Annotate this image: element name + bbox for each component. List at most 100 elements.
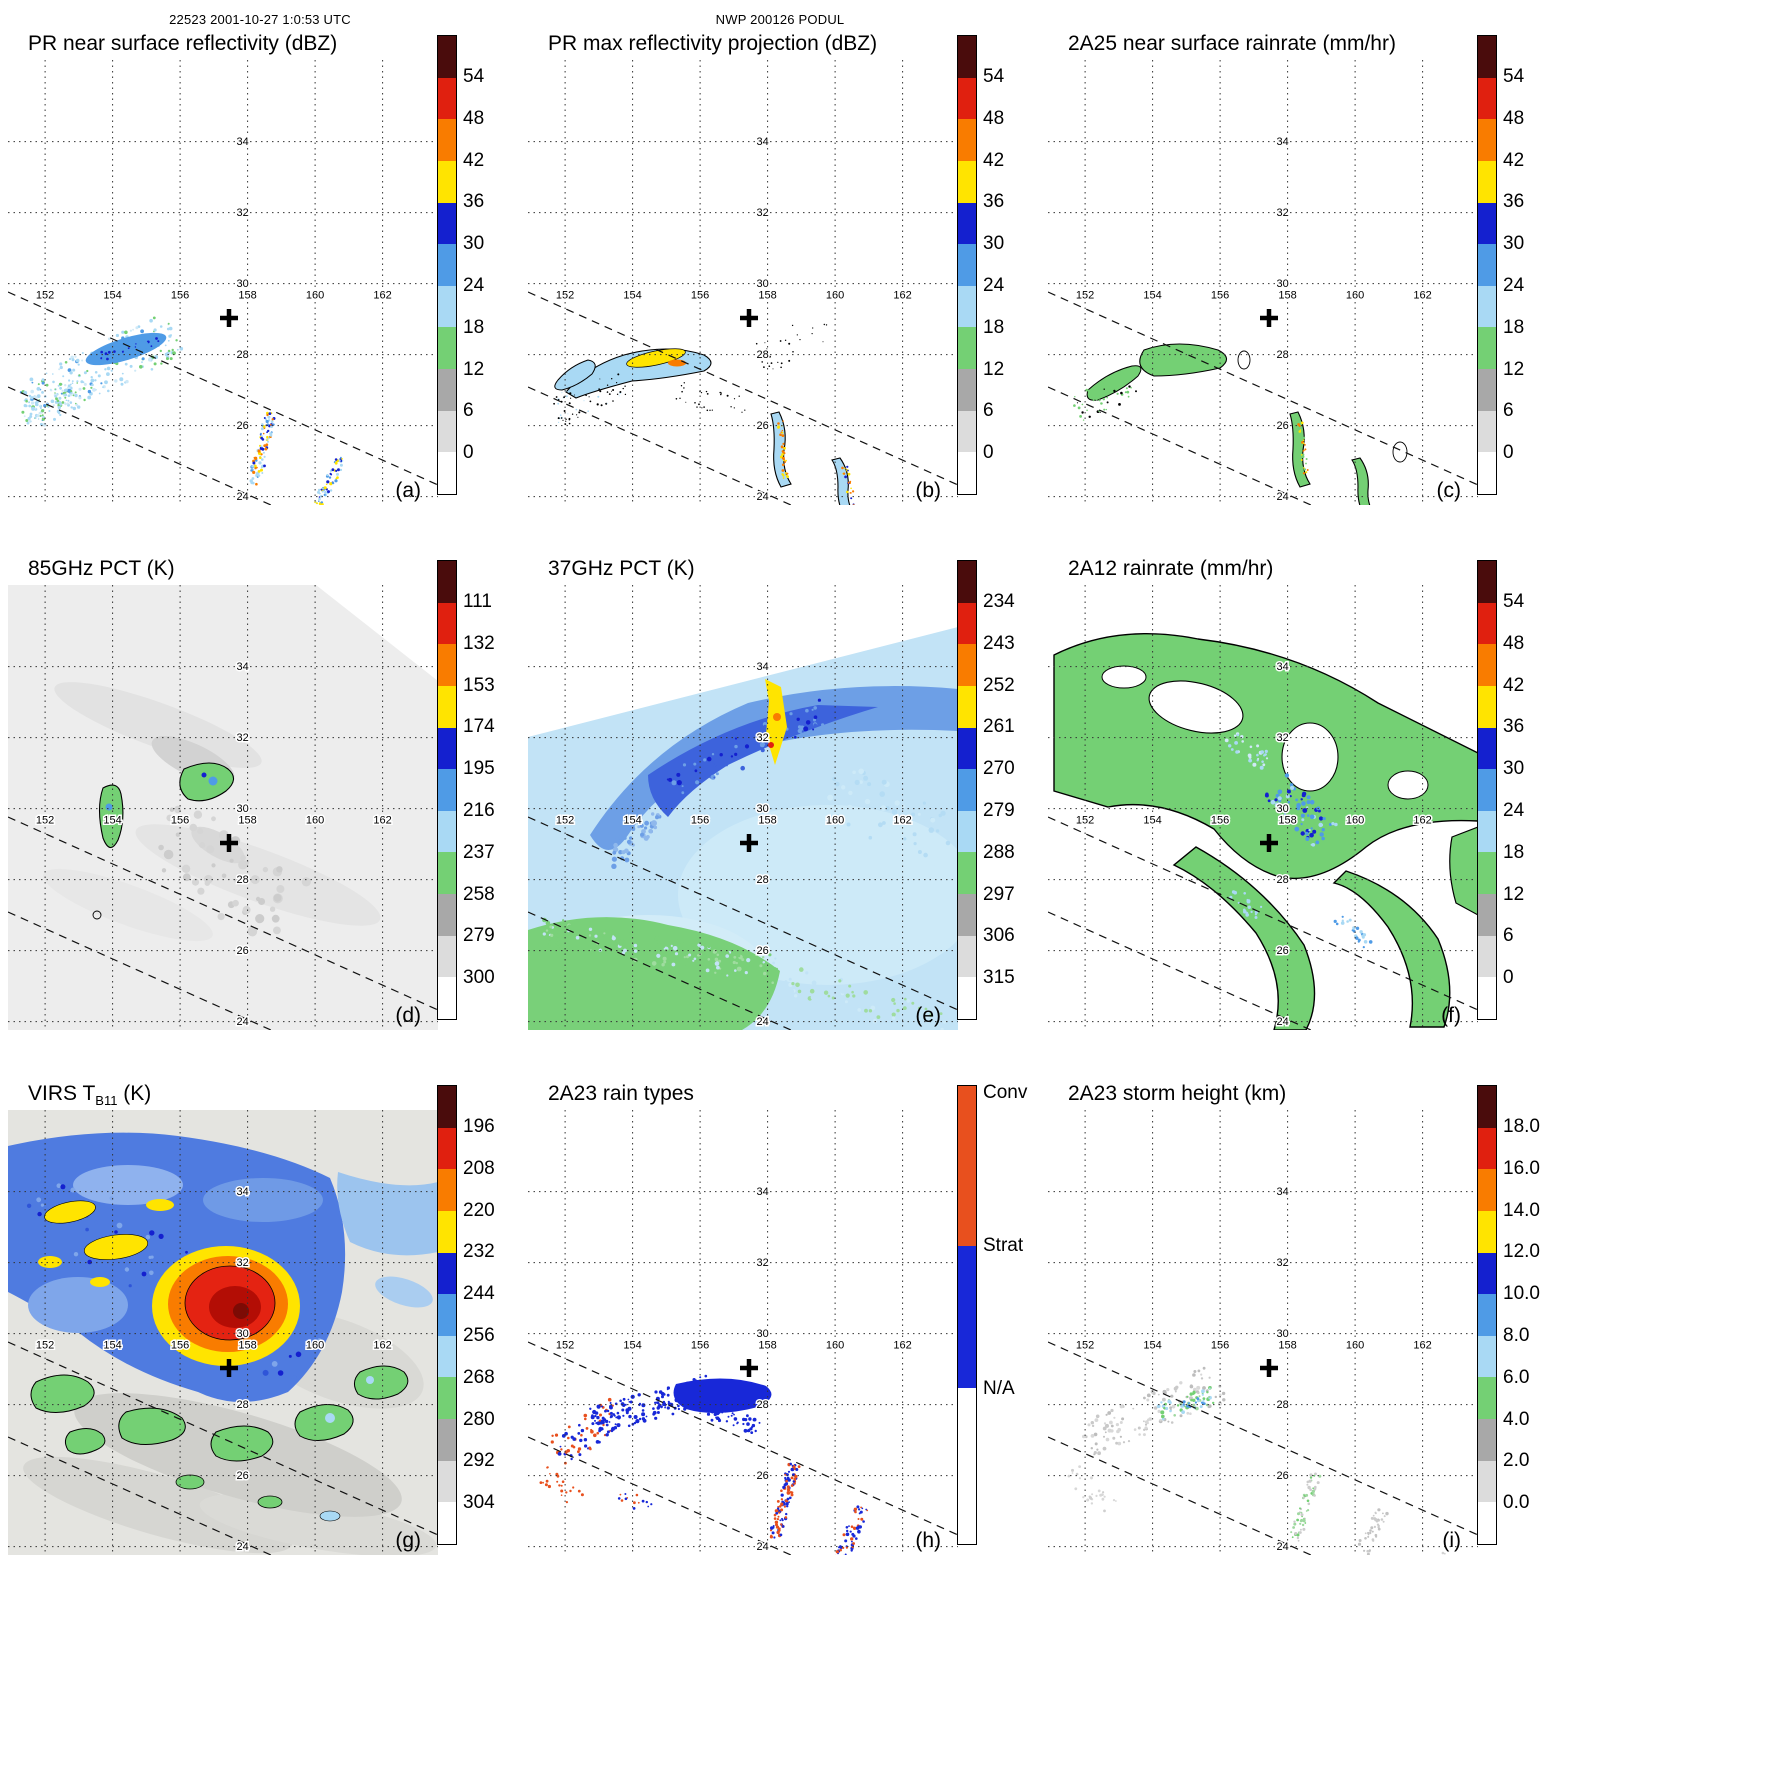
colorbar-segment	[958, 77, 976, 120]
colorbar-tick: 36	[463, 191, 485, 213]
colorbar-segment	[1478, 769, 1496, 811]
colorbar-d	[437, 560, 457, 1020]
lat-label: 28	[1276, 349, 1288, 361]
colorbar-g	[437, 1085, 457, 1545]
map-e: 152 154 156 158 160 162 34 32 30 28 26 24 (e)	[528, 585, 958, 1030]
map-background	[8, 60, 438, 505]
colorbar-tick: 18	[1503, 841, 1525, 863]
colorbar-segment	[1478, 36, 1496, 78]
lon-label: 158	[758, 815, 776, 827]
colorbar-tick: 42	[983, 149, 1005, 171]
lat-label: 34	[236, 1186, 248, 1198]
lon-label: 160	[826, 815, 844, 827]
lon-label: 160	[1346, 290, 1364, 302]
colorbar-segment	[958, 935, 976, 978]
lon-label: 160	[1346, 1340, 1364, 1352]
colorbar-segment	[958, 1086, 976, 1247]
panel-title: 37GHz PCT (K)	[548, 557, 695, 583]
colorbar-tick: 315	[983, 967, 1015, 989]
swath-edge-line	[8, 816, 438, 1030]
colorbar-tick: 252	[983, 674, 1015, 696]
colorbar-segment	[438, 1502, 456, 1545]
colorbar-tick: 16.0	[1503, 1157, 1540, 1179]
panel-letter: (a)	[395, 479, 421, 502]
lon-label: 156	[691, 1340, 709, 1352]
lat-label: 30	[1276, 278, 1288, 290]
lat-label: 26	[1276, 420, 1288, 432]
colorbar-i	[1477, 1085, 1497, 1545]
colorbar-tick: 306	[983, 925, 1015, 947]
colorbar-tick: 14.0	[1503, 1199, 1540, 1221]
storm-center-marker	[740, 1359, 758, 1377]
colorbar-segment	[438, 202, 456, 245]
lat-label: 24	[1276, 491, 1288, 503]
colorbar-segment	[1478, 119, 1496, 161]
colorbar-segment	[438, 602, 456, 645]
colorbar-segment	[958, 160, 976, 203]
lat-label: 28	[1276, 1399, 1288, 1411]
lat-label: 34	[1276, 1186, 1288, 1198]
colorbar-segment	[1478, 1127, 1496, 1170]
lat-label: 24	[756, 491, 768, 503]
colorbar-segment	[958, 452, 976, 495]
lon-label: 162	[373, 815, 391, 827]
colorbar-tick: 24	[463, 274, 485, 296]
colorbar-segment	[1478, 935, 1496, 978]
colorbar-tick: 18.0	[1503, 1115, 1540, 1137]
colorbar-segment	[438, 685, 456, 728]
map-c: 152 154 156 158 160 162 34 32 30 28 26 24 (c)	[1048, 60, 1478, 505]
storm-center-marker	[1260, 834, 1278, 852]
colorbar-tick: 24	[1503, 274, 1525, 296]
colorbar-segment	[958, 852, 976, 895]
colorbar-segment	[958, 644, 976, 686]
panel-title: 85GHz PCT (K)	[28, 557, 175, 583]
lon-label: 162	[1413, 815, 1431, 827]
swath-edge-line	[1048, 1341, 1478, 1555]
colorbar-segment	[1478, 285, 1496, 328]
colorbar-segment	[958, 769, 976, 811]
colorbar-tick: 30	[1503, 758, 1525, 780]
storm-center-marker	[220, 1359, 238, 1377]
colorbar-tick: 48	[1503, 107, 1525, 129]
colorbar-h	[957, 1085, 977, 1545]
lon-label: 156	[171, 1340, 189, 1352]
colorbar-segment	[438, 1294, 456, 1336]
colorbar-segment	[438, 1252, 456, 1295]
colorbar-category-label: N/A	[983, 1377, 1015, 1399]
colorbar-tick: 12	[1503, 883, 1525, 905]
colorbar-segment	[1478, 1252, 1496, 1295]
swath-edge-line	[1048, 816, 1478, 1030]
panel-title-subscript: B11	[95, 1093, 118, 1109]
lon-label: 160	[826, 290, 844, 302]
colorbar-segment	[958, 369, 976, 411]
lon-label: 152	[36, 1340, 54, 1352]
panel-title-text: 2A23 storm height (km)	[1068, 1082, 1287, 1105]
lon-label: 156	[171, 290, 189, 302]
lat-label: 32	[236, 1257, 248, 1269]
panel-title: PR max reflectivity projection (dBZ)	[548, 32, 877, 58]
lon-label: 152	[1076, 290, 1094, 302]
lon-label: 156	[1211, 815, 1229, 827]
colorbar-tick: 12	[463, 358, 485, 380]
lat-label: 24	[236, 1541, 248, 1553]
lat-label: 34	[236, 136, 248, 148]
panel-title-text: PR max reflectivity projection (dBZ)	[548, 32, 878, 55]
map-g: 152 154 156 158 160 162 34 32 30 28 26 24 (g)	[8, 1110, 438, 1555]
colorbar-segment	[1478, 1419, 1496, 1461]
colorbar-tick: 8.0	[1503, 1324, 1530, 1346]
lon-label: 156	[691, 815, 709, 827]
lat-label: 26	[1276, 1470, 1288, 1482]
lon-label: 158	[1278, 290, 1296, 302]
colorbar-segment	[438, 119, 456, 161]
colorbar-segment	[438, 285, 456, 328]
lat-label: 32	[756, 1257, 768, 1269]
lat-label: 24	[1276, 1016, 1288, 1028]
colorbar-tick: 208	[463, 1157, 495, 1179]
lat-label: 24	[756, 1016, 768, 1028]
colorbar-tick: 237	[463, 841, 495, 863]
panel-letter: (h)	[915, 1529, 941, 1552]
panel-title-text: VIRS T	[28, 1082, 96, 1105]
colorbar-tick: 244	[463, 1283, 495, 1305]
lat-label: 32	[236, 207, 248, 219]
lat-label: 28	[236, 349, 248, 361]
